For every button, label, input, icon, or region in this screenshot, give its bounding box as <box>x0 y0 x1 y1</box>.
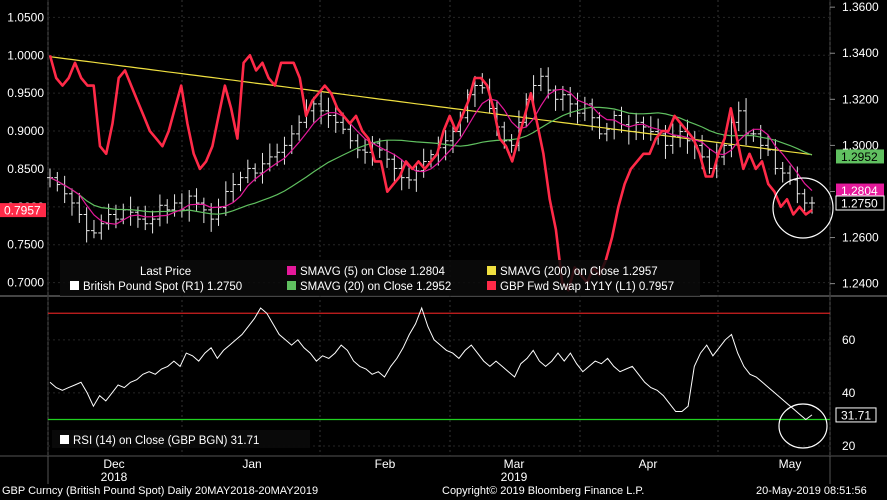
left-tick-label: 1.0500 <box>7 10 44 24</box>
right-tick-label: 1.3200 <box>842 92 879 106</box>
price-flag <box>836 149 884 164</box>
left-tick-label: 0.8500 <box>7 162 44 176</box>
rsi-legend: RSI (14) on Close (GBP BGN) 31.71 <box>52 430 310 448</box>
right-tick-label: 1.2600 <box>842 231 879 245</box>
left-tick-label: 0.7500 <box>7 238 44 252</box>
sma5-line <box>49 88 813 225</box>
left-flag-label: 0.7957 <box>4 204 41 218</box>
legend-swatch-swap <box>487 281 496 290</box>
series-lines <box>48 54 813 292</box>
month-label: Dec <box>103 457 124 471</box>
month-label: Mar <box>504 457 525 471</box>
footer-security: GBP Curncy (British Pound Spot) Daily 20… <box>2 485 319 497</box>
swap-line <box>48 54 813 292</box>
price-flag-label: 1.2804 <box>841 184 878 198</box>
left-tick-label: 0.7000 <box>7 276 44 290</box>
rsi-reference-lines <box>48 312 830 421</box>
highlight-circle-upper <box>772 177 834 239</box>
legend-item-sma20: SMAVG (20) on Close 1.2952 <box>300 281 451 293</box>
upper-legend: Last Price British Pound Spot (R1) 1.275… <box>60 260 700 296</box>
legend-swatch-sma20 <box>287 281 296 290</box>
right-tick-label: 1.2400 <box>842 277 879 291</box>
price-flag <box>836 195 884 210</box>
legend-item-sma5: SMAVG (5) on Close 1.2804 <box>300 266 445 278</box>
rsi-panel <box>49 306 813 421</box>
left-tick-label: 0.9000 <box>7 124 44 138</box>
legend-item-spot: British Pound Spot (R1) 1.2750 <box>83 281 242 293</box>
left-tick-label: 0.9500 <box>7 86 44 100</box>
sma200-line <box>49 56 813 156</box>
right-tick-label: 1.3600 <box>842 0 879 14</box>
price-flag-label: 1.2750 <box>841 196 878 210</box>
legend-swatch-spot <box>70 281 79 290</box>
rsi-tick-label: 20 <box>842 439 856 453</box>
rsi-tick-label: 40 <box>842 386 856 400</box>
rsi-flag-label: 31.71 <box>841 408 871 422</box>
axes-ticks: Dec Jan Feb Mar Apr May 2018 2019 1.0500 1.0000 0.… <box>7 0 879 484</box>
footer-timestamp: 20-May-2019 08:51:56 <box>756 485 867 497</box>
footer-copyright: Copyright© 2019 Bloomberg Finance L.P. <box>442 485 645 497</box>
year-label: 2019 <box>501 470 528 484</box>
legend-swatch-sma200 <box>487 266 496 275</box>
rsi-line <box>49 306 813 421</box>
left-flag <box>0 203 46 218</box>
rsi-tick-label: 60 <box>842 333 856 347</box>
month-label: Jan <box>242 457 261 471</box>
highlight-circle-lower <box>778 403 828 449</box>
legend-item-sma200: SMAVG (200) on Close 1.2957 <box>500 266 658 278</box>
legend-heading: Last Price <box>140 266 191 278</box>
price-flag <box>836 183 884 198</box>
right-tick-label: 1.3000 <box>842 138 879 152</box>
chart-canvas: Dec Jan Feb Mar Apr May 2018 2019 1.0500 1.0000 0.… <box>0 0 887 484</box>
month-label: Feb <box>375 457 396 471</box>
legend-item-rsi: RSI (14) on Close (GBP BGN) 31.71 <box>73 435 259 447</box>
year-label: 2018 <box>101 470 128 484</box>
left-tick-label: 1.0000 <box>7 48 44 62</box>
legend-item-swap: GBP Fwd Swap 1Y1Y (L1) 0.7957 <box>500 281 674 293</box>
legend-swatch-sma5 <box>287 266 296 275</box>
rsi-flag <box>835 407 877 423</box>
footer-bar: GBP Curncy (British Pound Spot) Daily 20… <box>0 484 887 500</box>
legend-swatch-rsi <box>60 435 69 444</box>
month-label: May <box>779 457 802 471</box>
price-flag-border <box>835 195 885 211</box>
price-flag-label: 1.2952 <box>841 150 878 164</box>
right-tick-label: 1.3400 <box>842 46 879 60</box>
month-label: Apr <box>639 457 658 471</box>
